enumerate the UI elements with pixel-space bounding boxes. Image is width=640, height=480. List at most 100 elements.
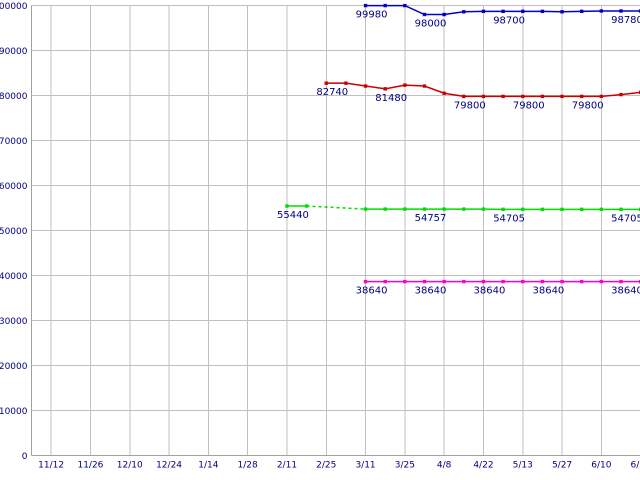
series-marker bbox=[383, 207, 387, 211]
data-point-label: 38640 bbox=[356, 286, 388, 297]
series-marker bbox=[521, 9, 525, 14]
series-marker bbox=[422, 207, 427, 211]
y-axis-tick-label: 10000 bbox=[0, 407, 28, 417]
series-marker bbox=[599, 9, 604, 13]
series-marker bbox=[422, 279, 427, 284]
series-marker bbox=[422, 12, 427, 17]
series-marker bbox=[619, 207, 623, 212]
y-axis-tick-label: 30000 bbox=[0, 317, 28, 327]
series-marker bbox=[481, 207, 486, 211]
series-marker bbox=[619, 9, 623, 13]
x-axis-tick-label: 1/14 bbox=[198, 461, 218, 471]
series-marker bbox=[481, 9, 486, 14]
x-axis-tick-label: 2/11 bbox=[277, 461, 297, 471]
x-axis-tick-label: 4/22 bbox=[473, 461, 493, 471]
data-point-label: 54757 bbox=[415, 213, 447, 224]
x-axis-tick-label: 12/10 bbox=[117, 461, 143, 471]
data-point-label: 81480 bbox=[375, 93, 407, 104]
series-marker bbox=[501, 279, 505, 284]
data-point-label: 55440 bbox=[277, 210, 309, 221]
series-marker bbox=[344, 81, 348, 85]
series-marker bbox=[481, 94, 486, 99]
series-marker bbox=[501, 94, 505, 99]
series-marker bbox=[383, 3, 387, 8]
data-label-layer: 99980 98000 98700 98780 82740 81480 79800 79800… bbox=[277, 10, 640, 297]
series-marker bbox=[304, 204, 309, 208]
series-marker bbox=[403, 3, 407, 8]
x-axis-tick-label: 2/25 bbox=[316, 461, 336, 471]
y-axis-tick-label: 50000 bbox=[0, 227, 28, 237]
series-marker bbox=[403, 279, 407, 284]
series-marker bbox=[521, 279, 525, 284]
series-marker bbox=[383, 279, 387, 284]
y-axis-tick-label: 90000 bbox=[0, 47, 28, 57]
series-series-green bbox=[285, 204, 640, 212]
series-marker bbox=[403, 83, 407, 87]
data-point-label: 38640 bbox=[611, 286, 640, 297]
series-marker bbox=[403, 207, 407, 211]
data-point-label: 98780 bbox=[611, 15, 640, 26]
series-marker bbox=[481, 279, 486, 284]
y-axis-tick-label: 20000 bbox=[0, 362, 28, 372]
series-layer bbox=[285, 3, 640, 284]
axis-layer bbox=[31, 5, 640, 456]
series-marker bbox=[560, 94, 564, 99]
series-marker bbox=[540, 9, 545, 14]
series-marker bbox=[442, 279, 446, 284]
series-marker bbox=[619, 279, 623, 284]
series-marker bbox=[363, 279, 368, 284]
y-axis-tick-label: 70000 bbox=[0, 137, 28, 147]
series-marker bbox=[462, 94, 466, 99]
series-marker bbox=[363, 3, 368, 8]
series-marker bbox=[442, 91, 446, 95]
series-marker bbox=[638, 279, 640, 284]
data-point-label: 99980 bbox=[356, 10, 388, 21]
x-axis-tick-label: 11/26 bbox=[77, 461, 103, 471]
series-marker bbox=[501, 9, 505, 14]
y-axis-tick-label: 60000 bbox=[0, 182, 28, 192]
series-marker bbox=[560, 207, 564, 212]
x-axis-tick-label: 3/25 bbox=[395, 461, 415, 471]
data-point-label: 82740 bbox=[316, 87, 348, 98]
series-series-magenta bbox=[363, 279, 640, 284]
y-axis-tick-labels: 0 10000 20000 30000 40000 50000 60000 70000 8000… bbox=[0, 2, 28, 462]
series-marker bbox=[462, 279, 466, 284]
series-marker bbox=[580, 94, 584, 99]
series-marker bbox=[363, 207, 368, 211]
series-marker bbox=[521, 207, 525, 212]
data-point-label: 38640 bbox=[532, 286, 564, 297]
data-point-label: 38640 bbox=[474, 286, 506, 297]
y-axis-tick-label: 0 bbox=[22, 452, 28, 462]
x-axis-tick-label: 1/28 bbox=[238, 461, 258, 471]
series-marker bbox=[638, 207, 640, 212]
series-marker bbox=[442, 207, 446, 211]
series-marker bbox=[560, 10, 564, 14]
data-point-label: 54705 bbox=[493, 213, 525, 224]
series-marker bbox=[285, 204, 289, 208]
series-marker bbox=[521, 94, 525, 99]
series-marker bbox=[599, 94, 604, 99]
x-axis-tick-label: 5/27 bbox=[552, 461, 572, 471]
series-marker bbox=[501, 207, 505, 212]
data-point-label: 79800 bbox=[513, 100, 545, 111]
x-axis-tick-label: 3/11 bbox=[355, 461, 375, 471]
x-axis-tick-label: 12/24 bbox=[156, 461, 182, 471]
x-axis-tick-label: 4/8 bbox=[437, 461, 452, 471]
series-marker bbox=[580, 207, 584, 212]
series-marker bbox=[638, 90, 640, 95]
series-marker bbox=[638, 9, 640, 13]
series-line-dashed bbox=[306, 205, 366, 210]
series-marker bbox=[540, 279, 545, 284]
data-point-label: 54705 bbox=[611, 213, 640, 224]
series-series-red bbox=[324, 81, 640, 99]
x-axis-tick-label: 6/10 bbox=[591, 461, 611, 471]
x-axis-tick-label: 11/12 bbox=[38, 461, 64, 471]
y-axis-tick-label: 40000 bbox=[0, 272, 28, 282]
x-axis-tick-label: 6/24 bbox=[631, 461, 640, 471]
series-marker bbox=[462, 10, 466, 14]
data-point-label: 98000 bbox=[415, 19, 447, 30]
y-axis-tick-label: 80000 bbox=[0, 92, 28, 102]
series-marker bbox=[462, 207, 466, 211]
